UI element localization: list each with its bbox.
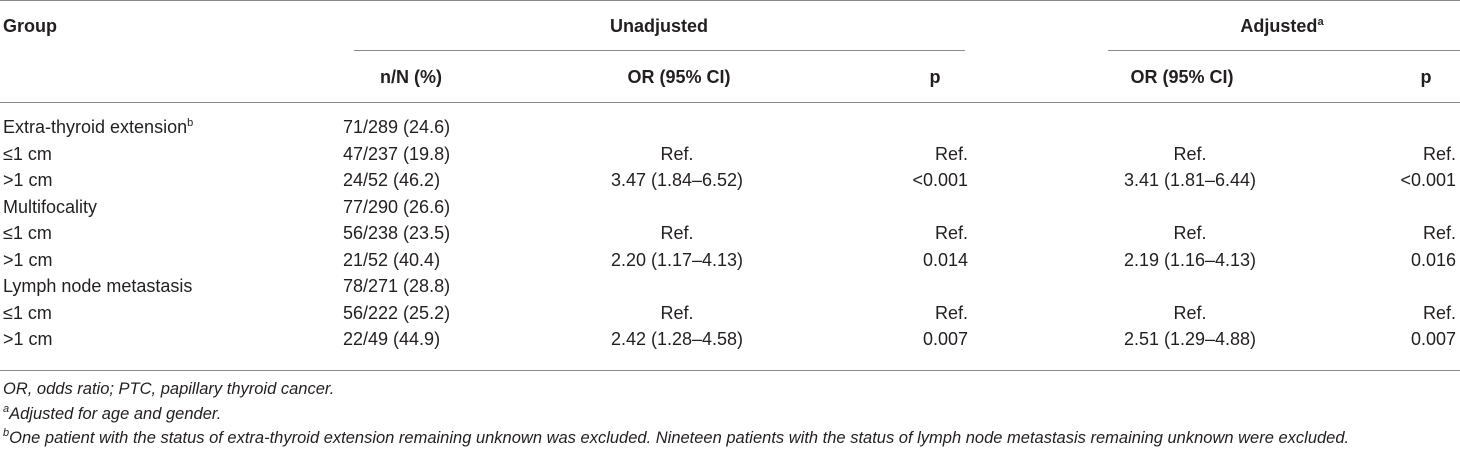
header-or-ci-unadjusted: OR (95% CI)	[627, 67, 731, 87]
cell-p-unadjusted: 0.014	[922, 249, 968, 270]
cell-p-unadjusted: Ref.	[934, 223, 968, 243]
cell-n-pct: 56/238 (23.5)	[343, 223, 451, 243]
adjusted-span-rule	[1108, 50, 1460, 51]
cell-group-label: >1 cm	[3, 249, 53, 270]
unadjusted-span-rule	[354, 50, 965, 51]
cell-or-ci-adjusted: Ref.	[1173, 302, 1207, 323]
cell-group-label: ≤1 cm	[3, 302, 52, 323]
cell-p-adjusted: <0.001	[1400, 170, 1456, 190]
cell-or-ci-adjusted: 3.41 (1.81–6.44)	[1123, 170, 1257, 190]
cell-or-ci-unadjusted: 2.20 (1.17–4.13)	[610, 249, 744, 270]
header-unadjusted: Unadjusted	[609, 16, 709, 36]
table-bottom-rule	[0, 370, 1460, 371]
cell-n-pct: 47/237 (19.8)	[343, 143, 451, 164]
cell-or-ci-adjusted: Ref.	[1173, 223, 1207, 243]
cell-group-label: Lymph node metastasis	[3, 276, 193, 296]
cell-p-unadjusted: 0.007	[922, 329, 968, 349]
table-top-rule	[0, 0, 1460, 1]
header-p-adjusted: p	[1420, 67, 1432, 87]
cell-or-ci-adjusted: 2.51 (1.29–4.88)	[1123, 329, 1257, 349]
cell-p-adjusted: Ref.	[1422, 302, 1456, 323]
cell-p-unadjusted: <0.001	[912, 170, 968, 190]
cell-or-ci-unadjusted: 2.42 (1.28–4.58)	[610, 329, 744, 349]
cell-group-label: Extra-thyroid extensionb	[3, 117, 194, 137]
cell-n-pct: 21/52 (40.4)	[343, 249, 441, 270]
cell-or-ci-unadjusted: Ref.	[660, 143, 694, 164]
cell-group-label: >1 cm	[3, 170, 53, 190]
cell-p-adjusted: 0.007	[1410, 329, 1456, 349]
footnote-b: bOne patient with the status of extra-th…	[3, 427, 1350, 448]
header-p-unadjusted: p	[929, 67, 941, 87]
cell-group-label: Multifocality	[3, 196, 98, 217]
cell-p-adjusted: Ref.	[1422, 143, 1456, 164]
cell-group-label: ≤1 cm	[3, 143, 52, 164]
header-n-pct: n/N (%)	[380, 67, 442, 87]
footnote-a: aAdjusted for age and gender.	[3, 403, 222, 424]
cell-n-pct: 24/52 (46.2)	[343, 170, 441, 190]
cell-n-pct: 78/271 (28.8)	[343, 276, 451, 296]
header-group: Group	[3, 16, 57, 36]
cell-p-unadjusted: Ref.	[934, 302, 968, 323]
cell-or-ci-adjusted: 2.19 (1.16–4.13)	[1123, 249, 1257, 270]
header-adjusted: Adjusteda	[1240, 16, 1324, 36]
cell-p-adjusted: 0.016	[1410, 249, 1456, 270]
cell-or-ci-unadjusted: Ref.	[660, 223, 694, 243]
cell-n-pct: 22/49 (44.9)	[343, 329, 441, 349]
cell-group-label: ≤1 cm	[3, 223, 52, 243]
header-or-ci-adjusted: OR (95% CI)	[1130, 67, 1234, 87]
cell-n-pct: 71/289 (24.6)	[343, 117, 451, 137]
cell-n-pct: 56/222 (25.2)	[343, 302, 451, 323]
header-bottom-rule	[0, 102, 1460, 103]
cell-p-adjusted: Ref.	[1422, 223, 1456, 243]
footnote-abbreviations: OR, odds ratio; PTC, papillary thyroid c…	[3, 380, 335, 398]
cell-group-label: >1 cm	[3, 329, 53, 349]
cell-n-pct: 77/290 (26.6)	[343, 196, 451, 217]
cell-p-unadjusted: Ref.	[934, 143, 968, 164]
cell-or-ci-adjusted: Ref.	[1173, 143, 1207, 164]
cell-or-ci-unadjusted: 3.47 (1.84–6.52)	[610, 170, 744, 190]
cell-or-ci-unadjusted: Ref.	[660, 302, 694, 323]
